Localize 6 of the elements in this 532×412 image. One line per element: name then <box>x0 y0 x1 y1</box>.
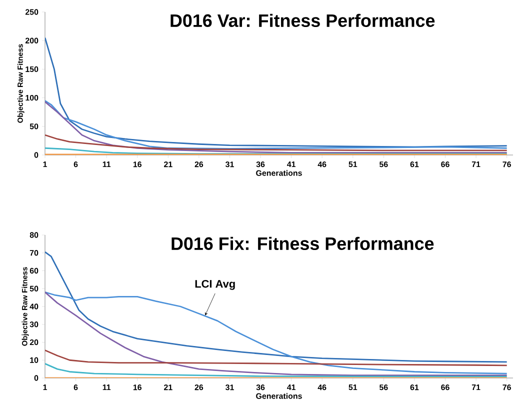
line-series <box>45 350 508 366</box>
chart-title: D016 Fix: Fitness Performance <box>172 236 434 250</box>
chart-title: D016 Var: Fitness Performance <box>170 14 435 27</box>
annotation: LCI Avg <box>195 280 235 290</box>
line-series <box>45 37 508 148</box>
line-series <box>45 363 508 378</box>
